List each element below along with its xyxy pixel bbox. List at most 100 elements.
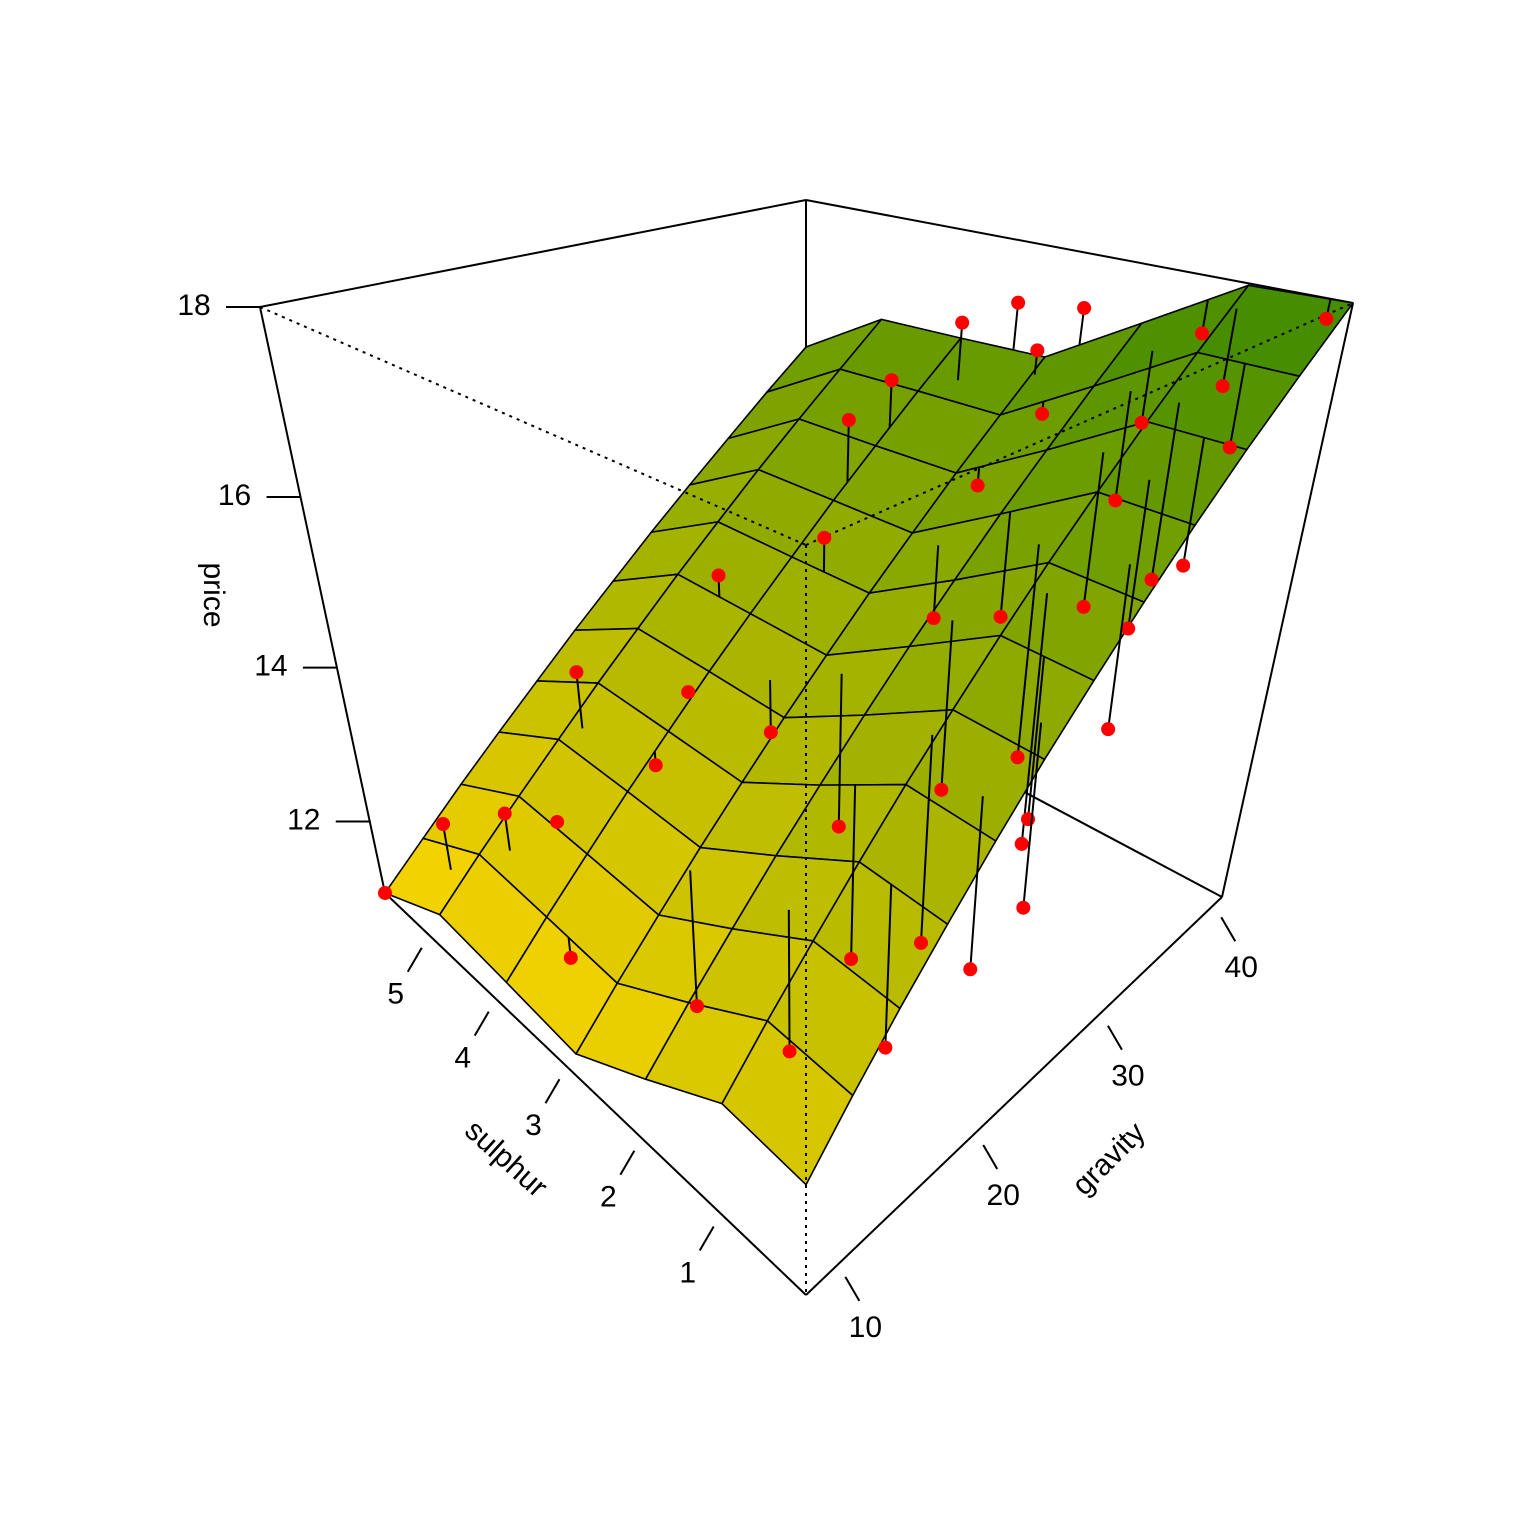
x-tick-label: 30	[1111, 1060, 1144, 1093]
z-tick-label: 16	[218, 479, 251, 512]
residual-line	[1150, 402, 1181, 580]
y-tick	[406, 947, 423, 973]
data-point	[913, 935, 928, 950]
data-point	[844, 952, 859, 967]
residual-line	[1012, 302, 1020, 351]
data-point	[1014, 836, 1029, 851]
data-point	[1101, 722, 1116, 737]
residual-line	[884, 884, 893, 1048]
residual-line	[850, 785, 857, 960]
data-point	[1010, 750, 1025, 765]
residual-line	[846, 419, 850, 483]
residual-line	[1027, 656, 1046, 820]
box-edge	[1221, 302, 1354, 898]
residual-line	[1082, 452, 1105, 608]
data-point	[1222, 440, 1237, 455]
data-point	[1319, 311, 1334, 326]
x-tick-label: 20	[987, 1179, 1020, 1212]
data-point	[689, 999, 704, 1014]
data-point	[878, 1040, 893, 1055]
residual-line	[956, 322, 964, 381]
residual-line	[1114, 390, 1132, 501]
residual-line	[1020, 593, 1049, 845]
data-point	[1035, 406, 1050, 421]
data-point	[378, 886, 392, 900]
residual-line	[787, 909, 791, 1052]
data-point	[763, 725, 778, 740]
data-point	[934, 782, 949, 797]
y-tick	[544, 1078, 561, 1104]
data-point	[1077, 301, 1092, 316]
data-point	[955, 315, 970, 330]
data-point	[1121, 621, 1136, 636]
data-point	[1076, 599, 1091, 614]
residual-line	[837, 673, 843, 827]
surface-cell	[721, 1020, 854, 1186]
box-edge	[259, 306, 386, 894]
data-point	[711, 568, 726, 583]
residual-line	[969, 796, 984, 970]
residual-line	[689, 870, 698, 1007]
residual-line	[1182, 437, 1206, 566]
residual-line	[999, 511, 1012, 617]
x-tick-label: 40	[1225, 951, 1258, 984]
box-edge	[805, 199, 1354, 304]
data-point	[681, 685, 696, 700]
data-point	[841, 412, 856, 427]
residual-line	[919, 734, 934, 943]
y-tick	[698, 1226, 715, 1252]
data-point	[1011, 295, 1026, 310]
box-edge-hidden	[259, 306, 807, 546]
data-point	[817, 530, 832, 545]
data-point	[436, 817, 451, 832]
data-point	[884, 373, 899, 388]
residual-line	[769, 679, 772, 733]
y-tick	[473, 1011, 490, 1037]
box-edge-hidden	[805, 302, 1354, 546]
residual-line	[575, 672, 584, 729]
x-tick	[844, 1276, 861, 1302]
data-point	[831, 819, 846, 834]
box-edge	[384, 892, 807, 1296]
residual-line	[1140, 350, 1154, 423]
x-tick	[1107, 1025, 1123, 1051]
data-point	[1016, 900, 1031, 915]
x-tick	[982, 1144, 999, 1170]
data-point	[1108, 493, 1123, 508]
data-point	[550, 814, 565, 829]
residual-line	[1228, 363, 1246, 448]
z-tick-label: 12	[287, 803, 320, 836]
residual-line	[442, 823, 452, 870]
x-tick	[1220, 916, 1237, 942]
data-point	[970, 478, 985, 493]
data-point	[1215, 379, 1230, 394]
z-axis-label: price	[197, 562, 230, 627]
residual-line	[932, 545, 940, 619]
data-point	[1030, 343, 1045, 358]
data-point	[926, 611, 941, 626]
data-point	[1176, 558, 1191, 573]
data-point	[1134, 415, 1149, 430]
z-tick-label: 18	[177, 289, 210, 322]
data-point	[782, 1044, 797, 1059]
residual-line	[888, 380, 893, 428]
residual-line	[940, 620, 954, 790]
data-point	[963, 962, 978, 977]
y-tick-label: 1	[679, 1256, 696, 1289]
y-tick-label: 4	[454, 1042, 471, 1075]
data-point	[563, 950, 578, 965]
data-point	[648, 758, 663, 773]
data-point	[993, 609, 1008, 624]
box-edge	[259, 199, 807, 308]
x-tick-label: 10	[849, 1311, 882, 1344]
residual-line	[1221, 308, 1238, 387]
residual-line	[1022, 722, 1043, 908]
data-point	[1195, 326, 1210, 341]
y-tick-label: 5	[387, 978, 404, 1011]
residual-line	[1016, 544, 1040, 758]
residual-line	[1107, 564, 1132, 730]
box-edge	[805, 896, 1223, 1296]
y-tick-label: 2	[600, 1181, 617, 1214]
y-tick-label: 3	[525, 1109, 542, 1142]
